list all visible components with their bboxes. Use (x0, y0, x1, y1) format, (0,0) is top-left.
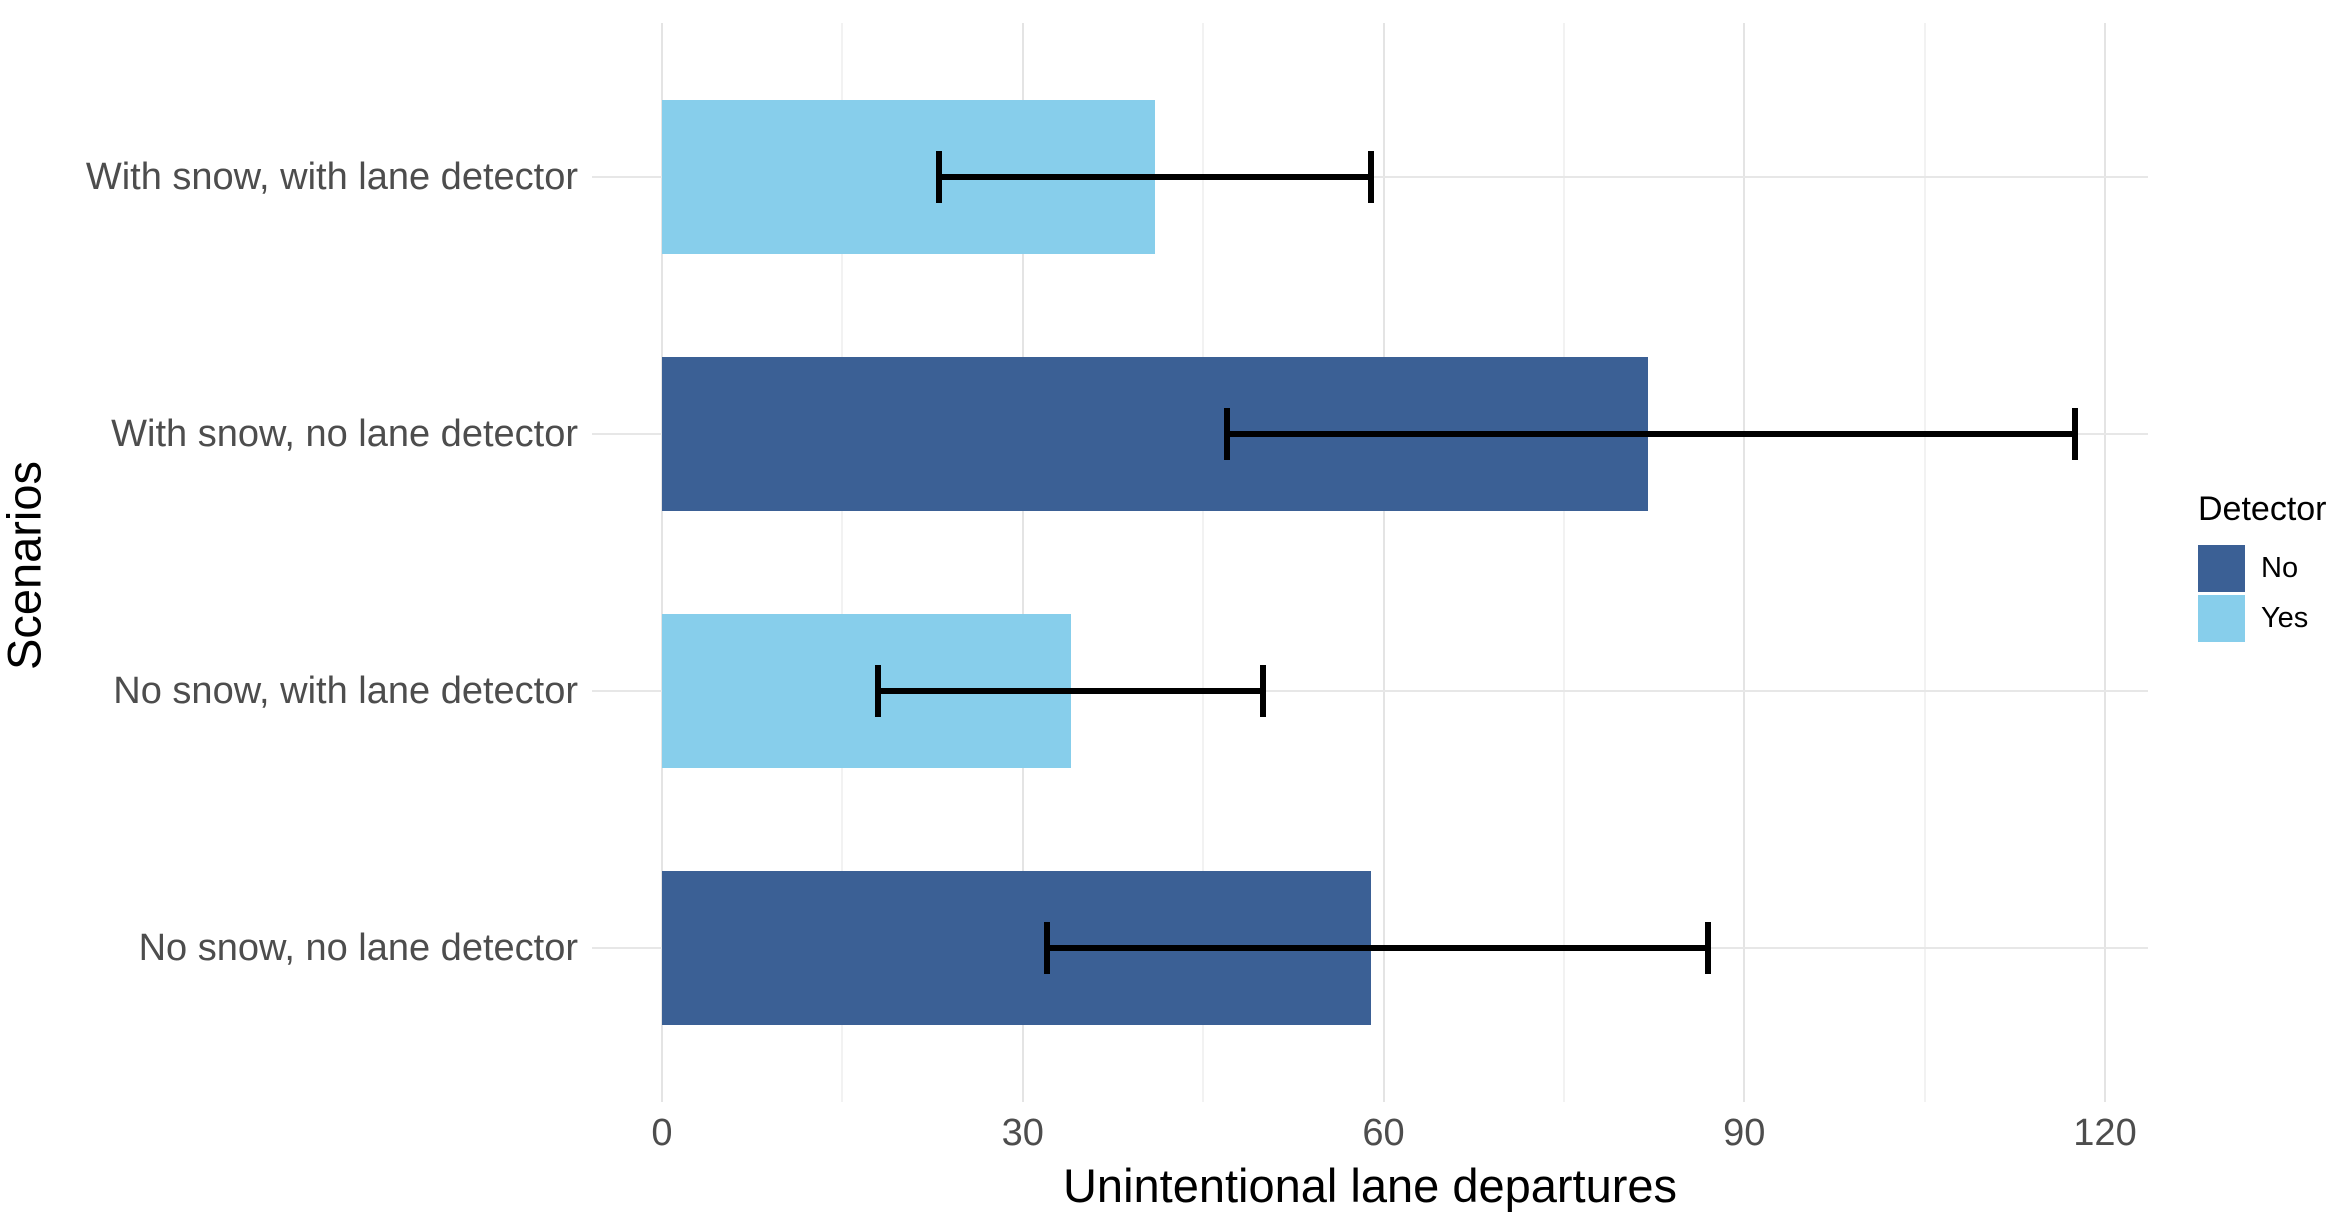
category-label: With snow, with lane detector (85, 156, 578, 198)
legend-items: No Yes (2198, 545, 2327, 642)
error-bar-cap-low (875, 665, 882, 717)
category-label: No snow, no lane detector (138, 927, 578, 969)
x-axis-title: Unintentional lane departures (1062, 1159, 1678, 1212)
gridline-vertical-minor (1923, 23, 1926, 1102)
legend-title: Detector (2198, 490, 2327, 528)
gridline-vertical-minor (1202, 23, 1205, 1102)
gridline-vertical-major (1021, 23, 1024, 1102)
error-bar-line (1227, 431, 2075, 437)
gridline-vertical-minor (841, 23, 844, 1102)
gridline-horizontal-major (592, 690, 2148, 692)
error-bar-cap-high (1260, 665, 1267, 717)
error-bar-cap-high (1368, 151, 1375, 203)
x-tick-label: 30 (1001, 1112, 1044, 1154)
error-bar-cap-high (1705, 922, 1712, 974)
error-bar-cap-high (2071, 408, 2078, 460)
error-bar-cap-low (935, 151, 942, 203)
gridline-vertical-major (1382, 23, 1385, 1102)
legend-swatch (2198, 545, 2245, 592)
legend-swatch (2198, 595, 2245, 642)
x-tick-label: 120 (2073, 1112, 2137, 1154)
legend-item-label: No (2261, 552, 2299, 584)
gridline-vertical-minor (1562, 23, 1565, 1102)
category-label: No snow, with lane detector (113, 670, 578, 712)
legend-item: No (2198, 545, 2327, 592)
category-label: With snow, no lane detector (111, 413, 578, 455)
legend: Detector No Yes (2198, 490, 2327, 645)
plot-panel (592, 23, 2148, 1102)
error-bar-line (1046, 945, 1709, 951)
gridline-vertical-major (661, 23, 663, 1102)
error-bar-cap-low (1043, 922, 1050, 974)
error-bar-cap-low (1224, 408, 1231, 460)
x-tick-label: 60 (1362, 1112, 1405, 1154)
gridline-vertical-major (1743, 23, 1746, 1102)
error-bar-line (878, 688, 1264, 694)
legend-item-label: Yes (2261, 602, 2309, 634)
y-axis-title: Scenarios (0, 461, 51, 670)
x-tick-label: 0 (651, 1112, 673, 1154)
x-tick-label: 90 (1723, 1112, 1766, 1154)
error-bar-line (938, 174, 1372, 180)
gridline-vertical-major (2104, 23, 2106, 1102)
legend-item: Yes (2198, 595, 2327, 642)
